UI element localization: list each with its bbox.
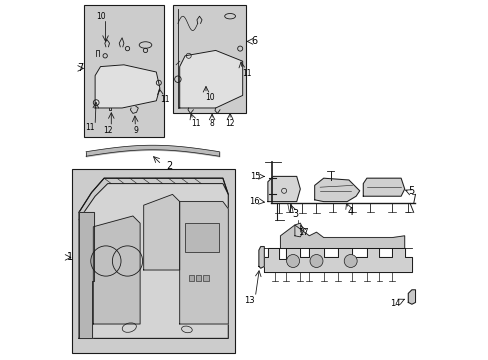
Text: 11: 11 — [160, 95, 170, 104]
Polygon shape — [363, 178, 404, 196]
Text: 12: 12 — [103, 126, 113, 135]
Polygon shape — [314, 178, 359, 202]
Polygon shape — [294, 223, 303, 237]
Text: 4: 4 — [347, 207, 353, 217]
Text: 5: 5 — [407, 186, 414, 196]
Text: 11: 11 — [85, 123, 95, 132]
Polygon shape — [267, 176, 300, 202]
Polygon shape — [79, 212, 94, 338]
Text: 10: 10 — [204, 93, 214, 102]
Text: 11: 11 — [191, 119, 200, 128]
Text: 15: 15 — [250, 172, 260, 181]
Polygon shape — [264, 248, 411, 272]
Polygon shape — [79, 178, 228, 220]
Circle shape — [344, 255, 356, 267]
Text: 6: 6 — [250, 36, 257, 46]
Circle shape — [309, 255, 322, 267]
Bar — [196, 275, 201, 281]
Text: 1: 1 — [67, 252, 73, 262]
Text: 8: 8 — [209, 119, 214, 128]
Text: 10: 10 — [96, 12, 106, 21]
Text: 3: 3 — [291, 209, 297, 219]
Text: 7: 7 — [77, 63, 83, 73]
Polygon shape — [407, 290, 415, 304]
Text: 9: 9 — [133, 126, 138, 135]
Polygon shape — [79, 178, 228, 338]
Bar — [72, 169, 235, 353]
Bar — [188, 275, 194, 281]
Text: 2: 2 — [165, 161, 172, 171]
Polygon shape — [258, 247, 264, 268]
Bar — [185, 223, 219, 252]
Text: 11: 11 — [242, 69, 252, 78]
Polygon shape — [280, 225, 404, 248]
Text: 12: 12 — [225, 119, 234, 128]
Circle shape — [286, 255, 299, 267]
Text: 16: 16 — [248, 197, 259, 206]
Bar — [172, 5, 246, 113]
Text: 17: 17 — [298, 228, 308, 237]
Text: 13: 13 — [243, 296, 254, 305]
Bar — [84, 5, 163, 137]
Polygon shape — [93, 216, 140, 324]
Polygon shape — [95, 65, 160, 108]
Text: 14: 14 — [389, 299, 400, 307]
Bar — [203, 275, 208, 281]
Polygon shape — [179, 202, 228, 324]
Polygon shape — [143, 194, 179, 270]
Polygon shape — [179, 50, 242, 108]
